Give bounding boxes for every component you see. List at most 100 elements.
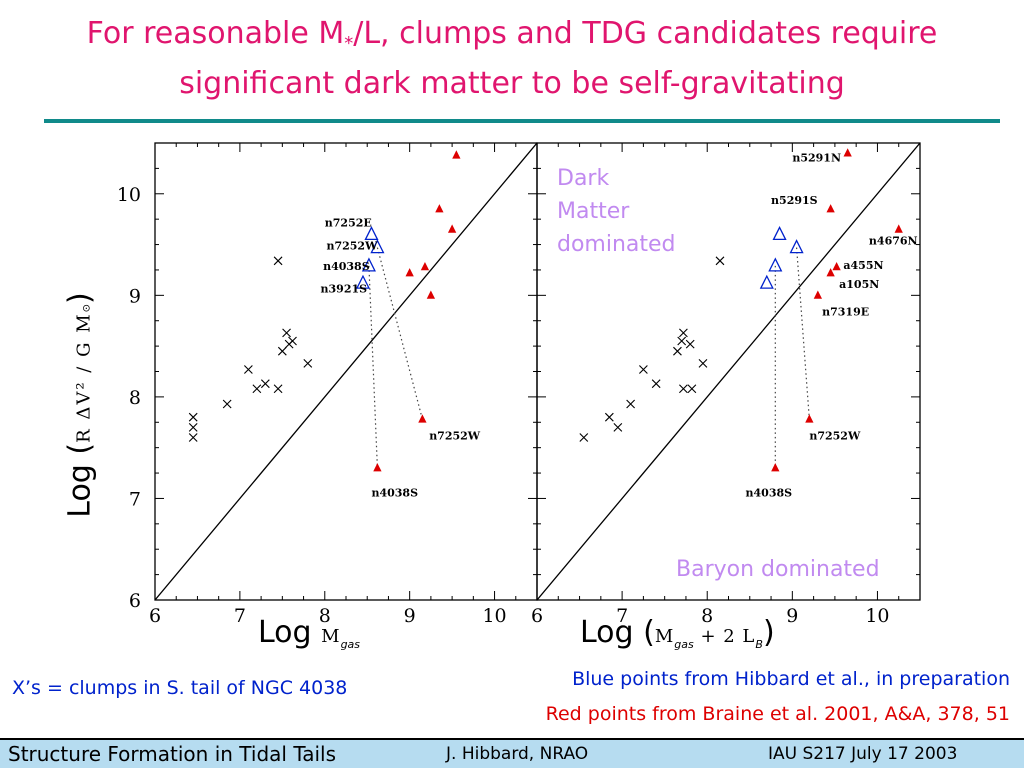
left-clump-point [277, 346, 287, 356]
right-clump-point [579, 433, 589, 442]
left-clump-point [303, 358, 313, 368]
right-point-label: a105N [839, 278, 879, 291]
left-blue-point [370, 239, 385, 254]
right-clump-point [651, 379, 661, 389]
right-one-to-one-line [537, 143, 920, 600]
left-point-label: n7252W [326, 240, 378, 253]
right-clump-point [639, 365, 648, 374]
right-clump-point [673, 346, 682, 356]
left-link-line [376, 247, 423, 420]
left-point-label: n7252E [325, 216, 372, 229]
x-label-left-math: M [321, 626, 341, 647]
y-axis-label-wrap: Log (R ΔV² / G M⊙) [40, 265, 120, 545]
right-point-label: n5291S [771, 194, 818, 207]
left-x-tick-label: 7 [234, 605, 246, 627]
right-point-label: n7319E [822, 306, 869, 319]
left-red-point [418, 414, 427, 423]
right-x-tick-label: 6 [531, 605, 543, 627]
x-axis-label-right: Log (Mgas + 2 LB) [580, 615, 775, 651]
left-x-tick-label: 10 [482, 605, 506, 627]
region-dark-line2: Matter [557, 199, 630, 224]
left-clump-point [252, 384, 262, 394]
y-label-math: R ΔV² / G M [73, 312, 95, 443]
left-clump-point [288, 336, 297, 346]
region-dark-line3: dominated [557, 232, 676, 257]
footer-right: IAU S217 July 17 2003 [768, 744, 958, 764]
region-dark-line1: Dark [557, 166, 610, 191]
right-clump-point [604, 412, 614, 422]
left-red-point [447, 224, 457, 233]
left-one-to-one-line [155, 143, 537, 600]
left-y-tick-label: 7 [129, 488, 141, 510]
right-red-point [813, 290, 823, 299]
right-red-point [843, 148, 852, 157]
slide-title: For reasonable M*/L, clumps and TDG cand… [0, 14, 1024, 104]
left-red-point [420, 262, 430, 271]
right-clump-point [626, 399, 636, 409]
right-red-point [894, 224, 903, 233]
right-point-label: a455N [843, 259, 883, 272]
right-x-tick-label: 7 [616, 605, 628, 627]
right-x-tick-label: 8 [701, 605, 713, 627]
right-clump-point [677, 336, 687, 346]
left-blue-point [361, 257, 376, 272]
right-point-label: n4676N [869, 235, 918, 248]
right-link-line [795, 247, 810, 420]
left-point-label: n4038S [371, 486, 418, 499]
footer-center: J. Hibbard, NRAO [446, 744, 589, 764]
right-red-point [771, 463, 780, 472]
x-label-right-sub: gas [674, 638, 694, 651]
right-blue-point [759, 274, 774, 289]
right-red-point [826, 204, 835, 213]
dark-matter-region-label: Dark Matter dominated [557, 162, 676, 261]
x-label-left-sub: gas [340, 638, 361, 651]
left-blue-point [355, 274, 371, 289]
title-line-2: significant dark matter to be self-gravi… [179, 66, 845, 101]
title-line-1: For reasonable M*/L, clumps and TDG cand… [0, 14, 1024, 64]
right-clump-point [698, 358, 708, 368]
left-clump-point [188, 422, 198, 432]
right-clump-point [715, 256, 725, 266]
left-y-tick-label: 10 [117, 184, 141, 206]
right-point-label: n4038S [746, 486, 793, 499]
left-x-tick-label: 6 [149, 605, 161, 627]
clumps-note: X’s = clumps in S. tail of NGC 4038 [12, 677, 348, 699]
left-point-label: n4038S [323, 260, 370, 273]
blue-points-note: Blue points from Hibbard et al., in prep… [572, 668, 1010, 690]
right-clump-point [685, 339, 695, 349]
right-red-point [805, 414, 814, 423]
right-clump-point [613, 422, 623, 432]
right-blue-point [789, 239, 804, 254]
right-clump-point [679, 384, 688, 394]
left-red-point [373, 463, 382, 472]
left-clump-point [282, 328, 291, 338]
x-label-right-pre: Log ( [580, 615, 655, 650]
title-divider [44, 119, 1000, 123]
left-x-tick-label: 8 [319, 605, 331, 627]
right-point-label: n5291N [792, 151, 841, 164]
x-label-right-mid: + 2 L [693, 626, 756, 647]
left-point-label: n3921S [321, 282, 368, 295]
right-blue-point [768, 257, 783, 272]
footer-left: Structure Formation in Tidal Tails [8, 742, 337, 766]
right-clump-point [687, 384, 697, 394]
right-clump-point [679, 328, 688, 338]
left-clump-point [260, 379, 270, 389]
title-text-a: For reasonable M [86, 16, 345, 51]
right-red-point [826, 268, 835, 277]
right-x-tick-label: 9 [786, 605, 798, 627]
right-blue-point [772, 225, 787, 241]
x-label-right-post: ) [762, 615, 775, 650]
title-text-b: /L, clumps and TDG candidates require [353, 16, 938, 51]
left-clump-point [273, 384, 283, 394]
baryon-region-label: Baryon dominated [676, 557, 880, 582]
left-point-label: n7252W [429, 430, 481, 443]
x-label-right-math: M [654, 626, 675, 647]
x-label-right-sub2: B [755, 638, 763, 651]
right-point-label: n7252W [809, 430, 861, 443]
x-axis-label-left: Log Mgas [258, 615, 360, 651]
left-red-point [452, 150, 461, 159]
y-axis-label: Log (R ΔV² / G M⊙) [63, 292, 98, 517]
left-clump-point [188, 412, 198, 422]
left-clump-point [188, 433, 198, 442]
